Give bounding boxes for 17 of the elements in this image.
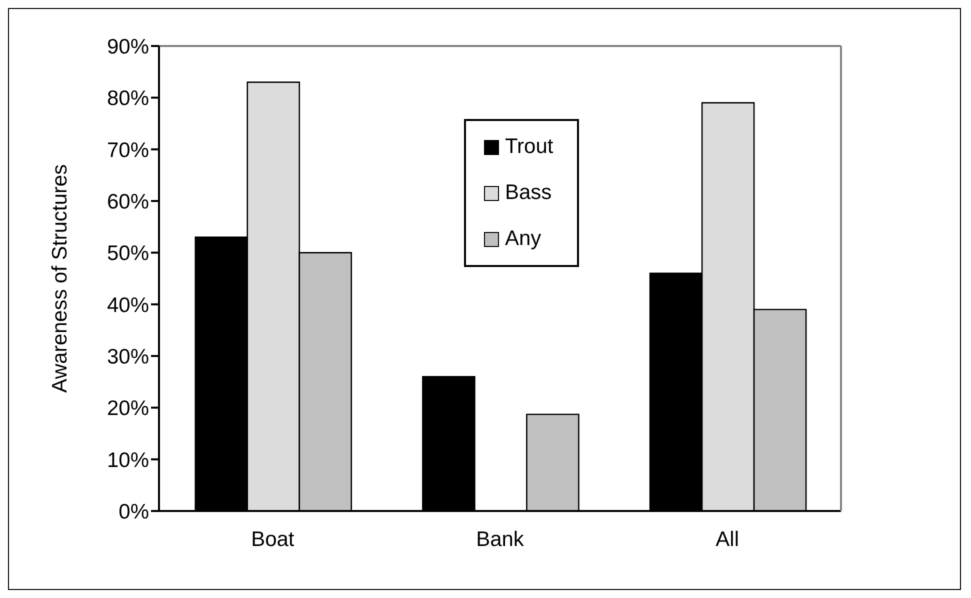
y-tick-label: 60%	[106, 190, 149, 214]
legend-label: Any	[505, 227, 542, 251]
x-tick-label: Boat	[251, 528, 294, 551]
y-tick-label: 30%	[106, 345, 149, 368]
y-axis-title: Awareness of Structures	[48, 164, 72, 393]
y-tick-label: 90%	[106, 35, 149, 58]
x-tick-label: All	[716, 528, 740, 551]
y-tick-label: 0%	[118, 500, 149, 524]
y-tick-label: 80%	[106, 87, 149, 110]
legend-label: Bass	[505, 181, 552, 205]
y-tick-label: 20%	[106, 397, 149, 420]
y-tick-label: 50%	[106, 242, 149, 266]
y-tick-label: 10%	[106, 448, 149, 472]
legend-label: Trout	[505, 135, 554, 159]
y-tick-label: 40%	[106, 294, 149, 317]
y-tick-label: 70%	[106, 138, 149, 162]
x-tick-label: Bank	[476, 528, 524, 551]
